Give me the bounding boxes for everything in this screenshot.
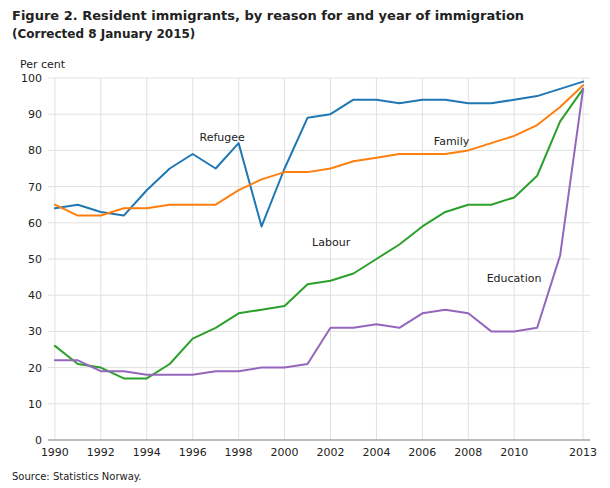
y-grid-line — [48, 295, 590, 296]
x-tick-label: 1998 — [225, 446, 253, 459]
x-grid-line — [330, 78, 331, 440]
x-tick-label: 2013 — [569, 446, 597, 459]
y-tick-label: 20 — [28, 362, 42, 375]
y-tick-label: 70 — [28, 181, 42, 194]
x-grid-line — [422, 78, 423, 440]
y-grid-line — [48, 367, 590, 368]
line-label: Refugee — [200, 131, 246, 144]
x-axis-line — [48, 440, 590, 441]
subtitle: (Corrected 8 January 2015) — [12, 27, 195, 41]
x-grid-line — [100, 78, 101, 440]
x-tick-label: 1996 — [179, 446, 207, 459]
lines — [55, 82, 583, 379]
x-tick-label: 2008 — [454, 446, 482, 459]
x-tick-label: 2002 — [316, 446, 344, 459]
y-grid-line — [48, 222, 590, 223]
y-grid-line — [48, 259, 590, 260]
y-grid-line — [48, 150, 590, 151]
y-tick-label: 10 — [28, 398, 42, 411]
series-line — [55, 82, 583, 227]
source: Source: Statistics Norway. — [12, 471, 141, 482]
x-grid-line — [54, 78, 55, 440]
x-tick-label: 1992 — [87, 446, 115, 459]
x-grid-line — [192, 78, 193, 440]
grid — [48, 78, 590, 440]
y-grid-line — [48, 78, 590, 79]
line-label: Labour — [312, 236, 351, 249]
y-tick-label: 30 — [28, 325, 42, 338]
y-grid-line — [48, 403, 590, 404]
x-tick-label: 2010 — [500, 446, 528, 459]
y-tick-label: 100 — [21, 72, 42, 85]
x-tick-label: 2004 — [362, 446, 390, 459]
series-line — [55, 89, 583, 379]
x-grid-line — [468, 78, 469, 440]
y-tick-label: 90 — [28, 108, 42, 121]
x-tick-label: 1994 — [133, 446, 161, 459]
x-grid-line — [284, 78, 285, 440]
y-axis-label: Per cent — [20, 58, 66, 71]
x-tick-label: 2000 — [271, 446, 299, 459]
chart: Figure 2. Resident immigrants, by reason… — [0, 0, 610, 488]
series-line — [55, 85, 583, 215]
x-grid-line — [583, 78, 584, 440]
line-label: Family — [434, 135, 470, 148]
y-grid-line — [48, 440, 590, 441]
y-grid-line — [48, 186, 590, 187]
y-tick-label: 50 — [28, 253, 42, 266]
title: Figure 2. Resident immigrants, by reason… — [12, 8, 524, 23]
series-line — [55, 89, 583, 375]
x-grid-line — [514, 78, 515, 440]
y-tick-label: 80 — [28, 144, 42, 157]
x-tick-label: 2006 — [408, 446, 436, 459]
line-label: Education — [487, 272, 542, 285]
y-tick-label: 60 — [28, 217, 42, 230]
y-tick-label: 40 — [28, 289, 42, 302]
x-tick-label: 1990 — [41, 446, 69, 459]
y-grid-line — [48, 114, 590, 115]
x-grid-line — [146, 78, 147, 440]
